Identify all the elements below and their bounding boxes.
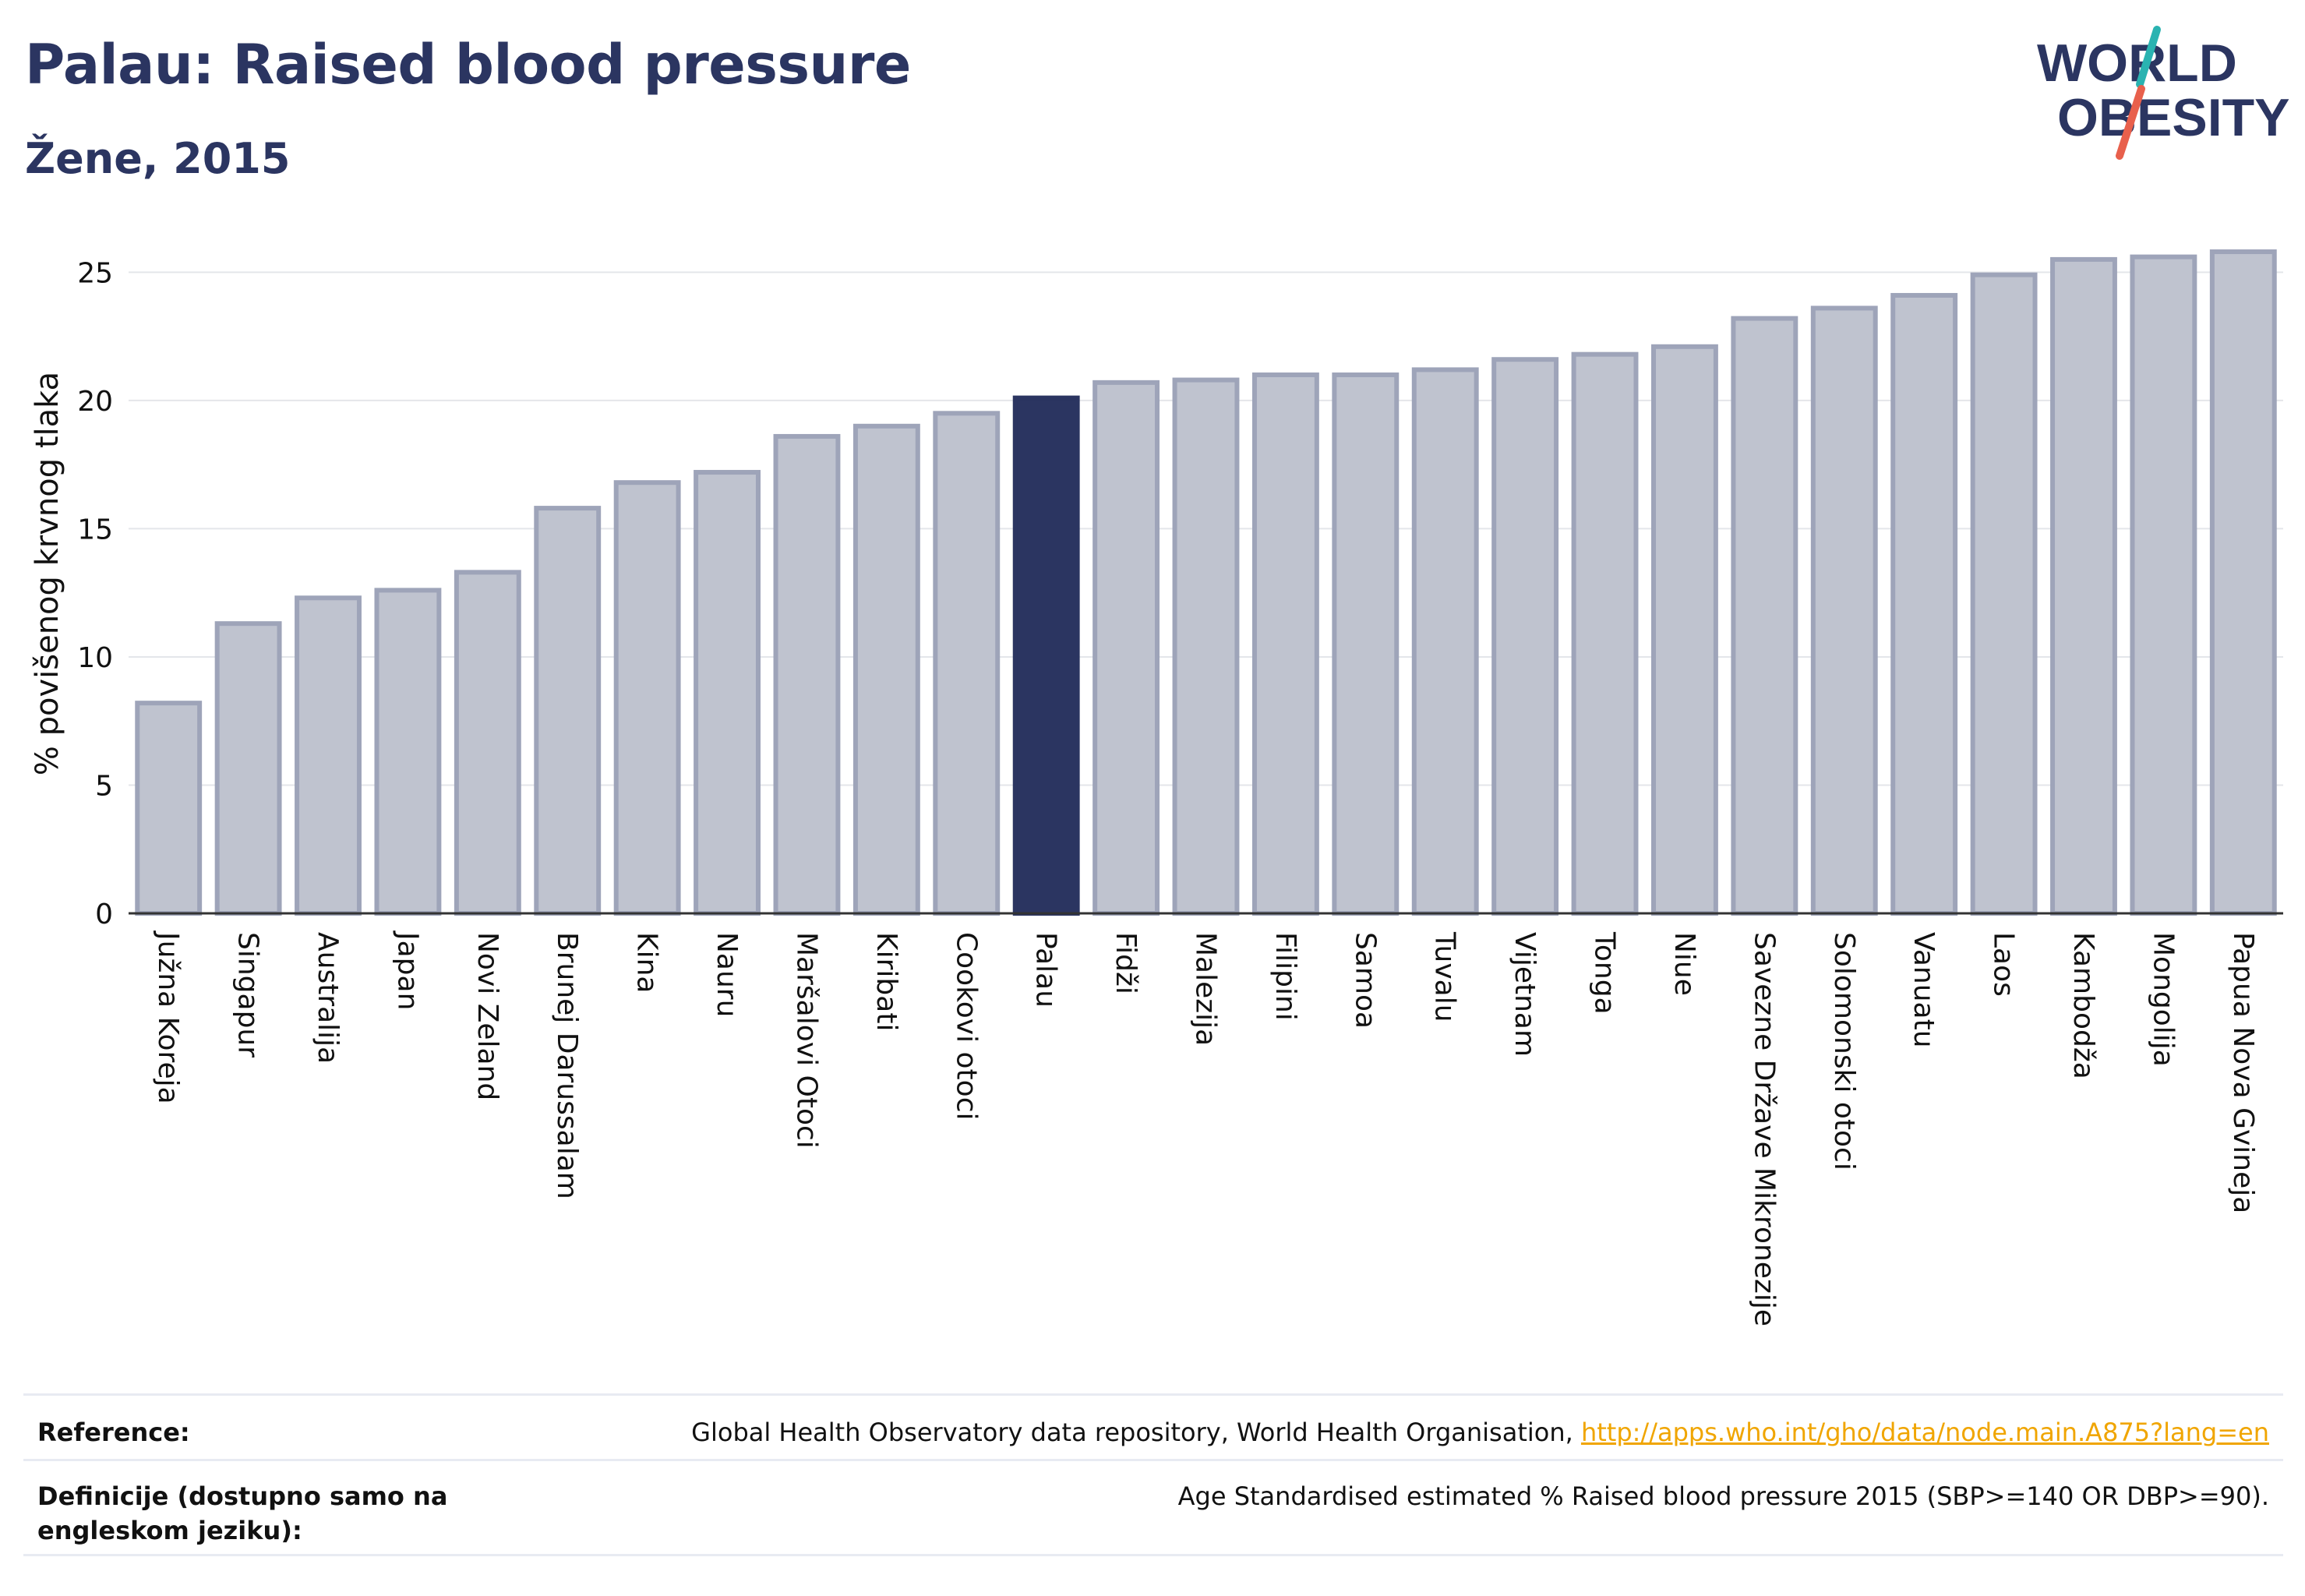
bar xyxy=(933,411,1001,916)
x-tick-label: Palau xyxy=(1030,932,1062,1008)
x-tick-label: Japan xyxy=(391,930,423,1010)
bar xyxy=(454,570,521,916)
bar xyxy=(1172,377,1240,916)
x-tick-label: Mongolija xyxy=(2147,932,2179,1067)
x-tick-label: Vijetnam xyxy=(1509,932,1541,1057)
world-obesity-logo: WORLD OBESITY xyxy=(2037,26,2290,160)
divider xyxy=(23,1554,2283,1556)
bar xyxy=(214,621,282,916)
x-tick-label: Singapur xyxy=(232,932,264,1058)
x-tick-label: Tuvalu xyxy=(1429,931,1461,1022)
bar xyxy=(1571,351,1639,916)
bar xyxy=(1332,372,1400,916)
chart-subtitle: Žene, 2015 xyxy=(25,134,291,183)
y-tick-label: 15 xyxy=(77,514,113,546)
x-tick-label: Vanuatu xyxy=(1908,932,1940,1048)
reference-label: Reference: xyxy=(37,1418,190,1447)
y-tick-label: 20 xyxy=(77,386,113,418)
x-tick-label: Nauru xyxy=(711,932,743,1017)
y-tick-label: 5 xyxy=(95,770,113,802)
bar-chart: 0 5 10 15 20 25 % povišenog krvnog tlaka Južna … xyxy=(30,249,2283,1326)
y-tick-label: 0 xyxy=(95,899,113,930)
bar xyxy=(1731,316,1798,916)
bar xyxy=(1012,395,1080,916)
x-tick-label: Niue xyxy=(1668,932,1700,996)
reference-link[interactable]: http://apps.who.int/gho/data/node.main.A… xyxy=(1580,1418,2269,1447)
x-tick-label: Savezne Države Mikronezije xyxy=(1748,932,1780,1326)
bar xyxy=(135,701,203,916)
reference-text: Global Health Observatory data repositor… xyxy=(691,1418,1581,1447)
x-tick-label: Kambodža xyxy=(2067,932,2099,1079)
x-tick-label: Maršalovi Otoci xyxy=(790,932,822,1149)
divider xyxy=(23,1393,2283,1396)
bar xyxy=(694,470,761,916)
bar xyxy=(852,423,920,916)
reference-value: Global Health Observatory data repositor… xyxy=(691,1415,2269,1449)
bar xyxy=(2209,249,2277,916)
x-tick-label: Cookovi otoci xyxy=(950,932,982,1121)
x-tick-label: Brunej Darussalam xyxy=(551,932,583,1199)
bar xyxy=(1890,292,1958,916)
definition-value: Age Standardised estimated % Raised bloo… xyxy=(1177,1481,2269,1511)
x-tick-label: Novi Zeland xyxy=(471,932,503,1100)
y-tick-label: 25 xyxy=(77,257,113,289)
chart-title: Palau: Raised blood pressure xyxy=(25,33,911,97)
x-tick-label: Fidži xyxy=(1110,932,1142,994)
x-tick-label: Kina xyxy=(631,932,663,994)
bar xyxy=(1651,344,1718,916)
x-tick-label: Australija xyxy=(312,932,344,1064)
x-tick-label: Laos xyxy=(1988,932,2020,997)
bar xyxy=(1251,372,1319,916)
bar xyxy=(1092,380,1160,916)
definition-label: Definicije (dostupno samo na engleskom j… xyxy=(37,1481,448,1545)
bar xyxy=(1970,272,2038,916)
x-tick-label: Papua Nova Gvineja xyxy=(2227,932,2259,1213)
logo-slash-coral xyxy=(2116,85,2145,160)
x-tick-label: Južna Koreja xyxy=(152,930,184,1104)
bar xyxy=(295,595,362,916)
bar xyxy=(534,506,602,916)
bar xyxy=(1491,357,1559,916)
x-tick-label: Filipini xyxy=(1269,932,1301,1021)
y-axis-label: % povišenog krvnog tlaka xyxy=(30,372,65,775)
bar xyxy=(773,433,841,916)
x-tick-label: Tonga xyxy=(1589,931,1621,1015)
bar xyxy=(374,588,442,916)
y-tick-label: 10 xyxy=(77,642,113,674)
bar xyxy=(1411,367,1479,916)
logo-slash-teal xyxy=(2136,26,2161,88)
divider xyxy=(23,1459,2283,1461)
logo-line2: OBESITY xyxy=(2057,88,2290,147)
bar xyxy=(613,480,681,916)
bar xyxy=(2130,254,2197,916)
bar xyxy=(2050,256,2117,916)
bar xyxy=(1810,305,1878,916)
x-tick-label: Samoa xyxy=(1349,932,1381,1029)
x-tick-label: Malezija xyxy=(1190,932,1222,1046)
x-tick-label: Solomonski otoci xyxy=(1828,932,1860,1171)
x-tick-label: Kiribati xyxy=(870,932,902,1031)
